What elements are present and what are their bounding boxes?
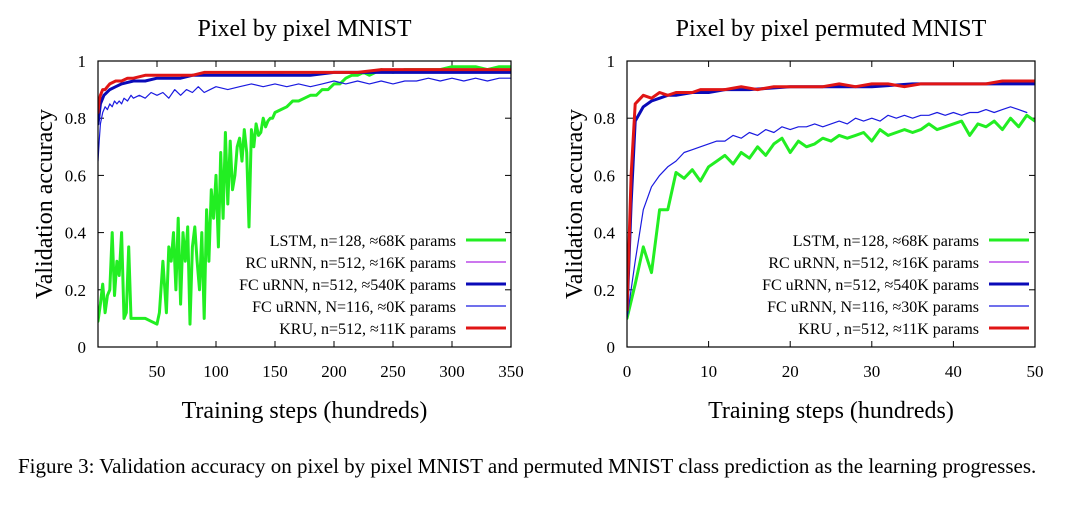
legend-label: KRU , n=512, ≈11K params xyxy=(798,321,979,338)
y-tick-label: 1 xyxy=(607,52,616,71)
x-axis-label: Training steps (hundreds) xyxy=(182,398,428,424)
series-line-3 xyxy=(98,77,511,162)
legend-label: KRU, n=512, ≈11K params xyxy=(279,321,456,338)
series-line-0 xyxy=(627,113,1035,320)
x-tick-label: 40 xyxy=(945,362,962,381)
y-tick-label: 0.6 xyxy=(65,166,86,185)
legend-label: FC uRNN, N=116, ≈30K params xyxy=(767,299,979,316)
x-tick-label: 0 xyxy=(623,362,632,381)
legend-label: FC uRNN, N=116, ≈0K params xyxy=(252,299,456,316)
x-axis-label: Training steps (hundreds) xyxy=(708,398,954,424)
legend-label: RC uRNN, n=512, ≈16K params xyxy=(768,255,979,272)
plot-area xyxy=(98,65,511,326)
plot-area xyxy=(627,79,1035,320)
y-tick-label: 0.6 xyxy=(594,166,615,185)
series-line-0 xyxy=(98,65,511,326)
figure-caption: Figure 3: Validation accuracy on pixel b… xyxy=(18,454,1037,478)
legend-label: LSTM, n=128, ≈68K params xyxy=(793,233,979,250)
y-tick-label: 0.4 xyxy=(594,224,616,243)
x-tick-label: 250 xyxy=(380,362,406,381)
x-tick-label: 100 xyxy=(203,362,229,381)
y-axis-label: Validation accuracy xyxy=(32,109,58,299)
y-axis-label: Validation accuracy xyxy=(562,109,588,299)
x-tick-label: 30 xyxy=(863,362,880,381)
chart-pixel-mnist: Pixel by pixel MNIST Training steps (hund… xyxy=(32,16,524,424)
x-tick-label: 20 xyxy=(782,362,799,381)
y-tick-label: 0.8 xyxy=(594,109,615,128)
x-tick-label: 50 xyxy=(1027,362,1044,381)
y-tick-label: 0.8 xyxy=(65,109,86,128)
legend: LSTM, n=128, ≈68K params RC uRNN, n=512, … xyxy=(762,233,1029,338)
chart-permuted-mnist: Pixel by pixel permuted MNIST Training st… xyxy=(562,16,1044,424)
series-line-2 xyxy=(98,70,511,126)
x-tick-label: 200 xyxy=(321,362,347,381)
figure-canvas: Pixel by pixel MNIST Training steps (hund… xyxy=(32,16,1044,424)
chart-title: Pixel by pixel MNIST xyxy=(198,16,412,42)
x-tick-label: 10 xyxy=(700,362,717,381)
legend-label: RC uRNN, n=512, ≈16K params xyxy=(245,255,456,272)
legend-label: FC uRNN, n=512, ≈540K params xyxy=(762,277,979,294)
y-tick-label: 0 xyxy=(607,338,616,357)
y-tick-label: 0.2 xyxy=(594,281,615,300)
x-tick-label: 150 xyxy=(262,362,288,381)
x-tick-label: 50 xyxy=(149,362,166,381)
series-line-3 xyxy=(627,106,1028,319)
series-line-4 xyxy=(98,68,511,114)
x-tick-label: 300 xyxy=(439,362,465,381)
y-tick-label: 0.4 xyxy=(65,224,87,243)
x-tick-label: 350 xyxy=(498,362,524,381)
y-tick-label: 0 xyxy=(78,338,87,357)
series-line-1 xyxy=(627,82,1035,311)
plot-frame xyxy=(97,60,512,348)
legend: LSTM, n=128, ≈68K params RC uRNN, n=512, … xyxy=(239,233,506,338)
plot-frame xyxy=(626,60,1036,348)
chart-title: Pixel by pixel permuted MNIST xyxy=(676,16,987,42)
series-line-4 xyxy=(627,79,1035,312)
y-tick-label: 0.2 xyxy=(65,281,86,300)
legend-label: FC uRNN, n=512, ≈540K params xyxy=(239,277,456,294)
legend-label: LSTM, n=128, ≈68K params xyxy=(270,233,456,250)
y-tick-label: 1 xyxy=(78,52,87,71)
